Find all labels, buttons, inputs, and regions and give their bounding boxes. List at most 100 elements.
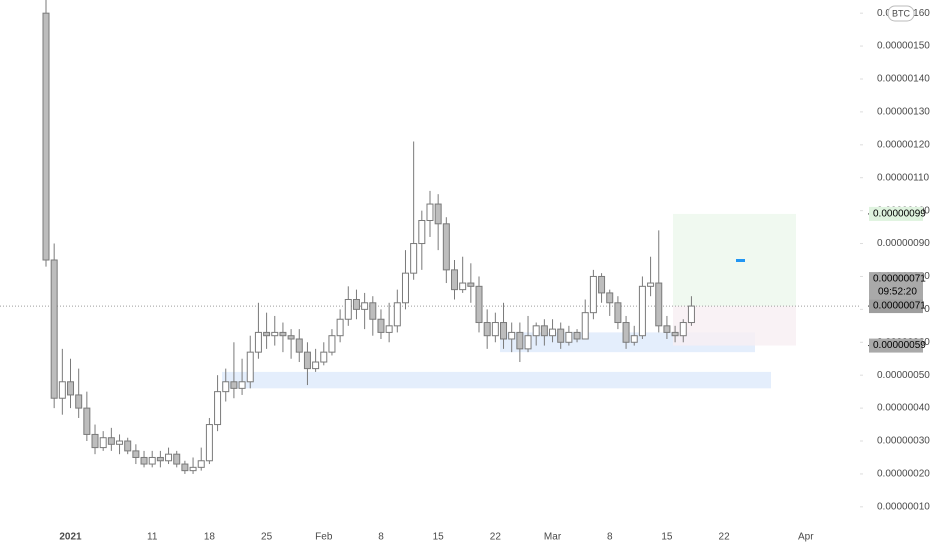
candle-body — [377, 318, 385, 333]
candle-body — [189, 466, 197, 472]
candle-body — [320, 351, 328, 363]
candle-body — [263, 331, 271, 337]
x-tick-label: 22 — [490, 532, 502, 543]
x-tick-label: 2021 — [59, 532, 82, 543]
x-tick-label: 8 — [607, 532, 613, 543]
price-badge — [869, 299, 923, 314]
x-tick-label: Apr — [798, 532, 814, 543]
countdown: 09:52:20 — [878, 287, 917, 298]
candle-body — [230, 381, 238, 389]
price-badge — [869, 206, 923, 221]
candle-body — [279, 331, 287, 337]
x-tick-label: Feb — [315, 532, 333, 543]
candle-body — [426, 203, 434, 222]
candle-body — [295, 338, 303, 353]
x-tick-label: 8 — [378, 532, 384, 543]
last-price-badge — [869, 272, 923, 300]
candle-body — [148, 456, 156, 465]
y-tick-label: 0.00000140 — [877, 74, 930, 85]
candle-body — [581, 312, 589, 340]
candle-body — [663, 325, 671, 333]
currency-label: BTC — [892, 8, 911, 18]
candle-body — [75, 394, 83, 409]
candle-body — [58, 381, 66, 399]
candle-body — [369, 302, 377, 320]
price-label: 0.00000059 — [873, 340, 926, 351]
y-tick-label: 0.00000020 — [877, 469, 930, 480]
candle-body — [549, 328, 557, 337]
x-tick-label: 15 — [433, 532, 445, 543]
candle-body — [467, 282, 475, 287]
candle-body — [205, 424, 213, 462]
candle-body — [116, 440, 124, 445]
candle-body — [679, 322, 687, 337]
y-tick-label: 0.00000040 — [877, 403, 930, 414]
candle-body — [107, 437, 115, 445]
candle-body — [238, 381, 246, 389]
candle-body — [508, 331, 516, 340]
candle-body — [614, 302, 622, 324]
candle-body — [42, 12, 50, 261]
y-tick-label: 0.00000110 — [877, 172, 930, 183]
candle-body — [287, 335, 295, 340]
candle-body — [181, 463, 189, 472]
candle-body — [328, 335, 336, 353]
candle-body — [532, 325, 540, 337]
y-tick-label: 0.00000120 — [877, 139, 930, 150]
last-price-label: 0.00000071 — [873, 274, 926, 285]
candle-body — [132, 450, 140, 458]
candle-body — [573, 331, 581, 340]
candle-body — [336, 318, 344, 337]
price-badge — [869, 338, 923, 353]
candle-body — [516, 331, 524, 350]
candle-body — [222, 381, 230, 393]
candle-body — [393, 302, 401, 327]
candle-body — [50, 259, 58, 399]
candle-body — [687, 305, 695, 324]
candle-body — [91, 433, 99, 449]
x-tick-label: 11 — [147, 532, 158, 543]
y-tick-label: 0.00000130 — [877, 107, 930, 118]
candle-body — [156, 456, 164, 462]
y-tick-label: 0.00000090 — [877, 238, 930, 249]
candle-body — [246, 351, 254, 383]
candle-body — [271, 331, 279, 337]
candle-body — [483, 322, 491, 337]
candle-body — [67, 381, 75, 396]
candle-body — [434, 203, 442, 225]
candle-body — [557, 328, 565, 343]
candle-body — [385, 325, 393, 333]
candle-body — [524, 335, 532, 350]
candle-body — [83, 407, 91, 435]
x-tick-label: 22 — [719, 532, 731, 543]
candle-body — [671, 331, 679, 337]
candle-body — [344, 298, 352, 320]
candle-body — [99, 437, 107, 449]
candle-body — [165, 453, 173, 462]
price-label: 0.00000099 — [873, 209, 926, 220]
candle-body — [647, 282, 655, 287]
zone — [222, 371, 771, 389]
x-tick-label: 25 — [261, 532, 273, 543]
y-tick-label: 0.00000030 — [877, 436, 930, 447]
candle-body — [303, 351, 311, 370]
candle-body — [254, 331, 262, 353]
candle-body — [565, 331, 573, 343]
candle-body — [655, 282, 663, 327]
axes: 0.00000010 0.00000020 0.00000030 0.00000040… — [59, 5, 930, 543]
candle-body — [140, 456, 148, 465]
candle-body — [312, 361, 320, 370]
candle-body — [622, 322, 630, 343]
candle-body — [500, 322, 508, 340]
candle-body — [442, 223, 450, 271]
position-profit — [673, 213, 796, 307]
candle-body — [401, 272, 409, 304]
y-tick-label: 0.00000150 — [877, 41, 930, 52]
y-tick-label: 0.00000010 — [877, 501, 930, 512]
candle-body — [451, 269, 458, 291]
candle-body — [540, 325, 548, 337]
candle-body — [459, 282, 467, 291]
x-tick-label: Mar — [544, 532, 562, 543]
price-label: 0.00000071 — [873, 301, 926, 312]
